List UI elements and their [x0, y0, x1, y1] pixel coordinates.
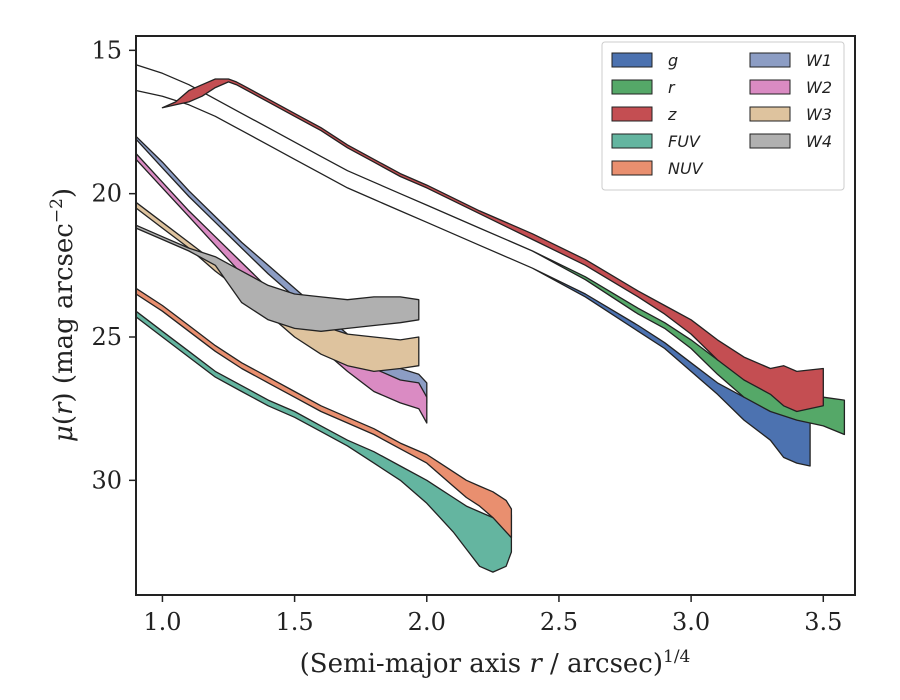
legend-label-w1: W1 — [806, 51, 832, 70]
legend-swatch-g — [611, 52, 653, 68]
y-tick-label: 15 — [91, 36, 122, 64]
profile-bands — [135, 64, 846, 573]
legend-swatch-r — [611, 79, 653, 95]
legend-label-w4: W4 — [806, 132, 832, 151]
y-axis-title: μ(r) (mag arcsec−2) — [47, 188, 79, 442]
x-tick-label: 2.5 — [540, 608, 578, 636]
plot-frame — [135, 35, 856, 596]
axis-ticks: 1.0 1.5 2.0 2.5 3.0 3.5 15 20 25 30 — [91, 36, 842, 636]
legend-swatch-w1 — [749, 52, 791, 68]
legend-box — [601, 41, 845, 191]
legend-label-w2: W2 — [806, 78, 832, 97]
band-w2 — [135, 152, 428, 424]
x-tick-label: 2.0 — [408, 608, 446, 636]
legend: grz FUV NUV W1 W2 W3 W4 — [601, 41, 845, 191]
legend-swatch-w3 — [749, 106, 791, 122]
band-w4 — [135, 224, 420, 332]
band-nuv — [135, 287, 513, 539]
band-fuv — [135, 310, 513, 573]
x-tick-label: 1.5 — [276, 608, 314, 636]
y-tick-label: 30 — [91, 466, 122, 494]
y-tick-label: 20 — [91, 180, 122, 208]
legend-label-fuv: FUV — [668, 132, 701, 151]
legend-label-z: z — [667, 105, 677, 124]
legend-label-w3: W3 — [806, 105, 832, 124]
legend-label-g: g — [668, 51, 678, 70]
x-tick-label: 1.0 — [143, 608, 181, 636]
legend-swatch-w4 — [749, 133, 791, 149]
y-tick-label: 25 — [91, 323, 122, 351]
x-tick-label: 3.5 — [804, 608, 842, 636]
x-axis-title: (Semi-major axis r / arcsec)1/4 — [300, 647, 691, 679]
band-g — [135, 89, 811, 467]
band-z — [161, 78, 824, 413]
legend-swatch-w2 — [749, 79, 791, 95]
legend-label-r: r — [668, 78, 676, 97]
legend-swatch-z — [611, 106, 653, 122]
legend-swatch-fuv — [611, 133, 653, 149]
legend-swatch-nuv — [611, 160, 653, 176]
x-tick-label: 3.0 — [672, 608, 710, 636]
legend-label-nuv: NUV — [668, 159, 704, 178]
